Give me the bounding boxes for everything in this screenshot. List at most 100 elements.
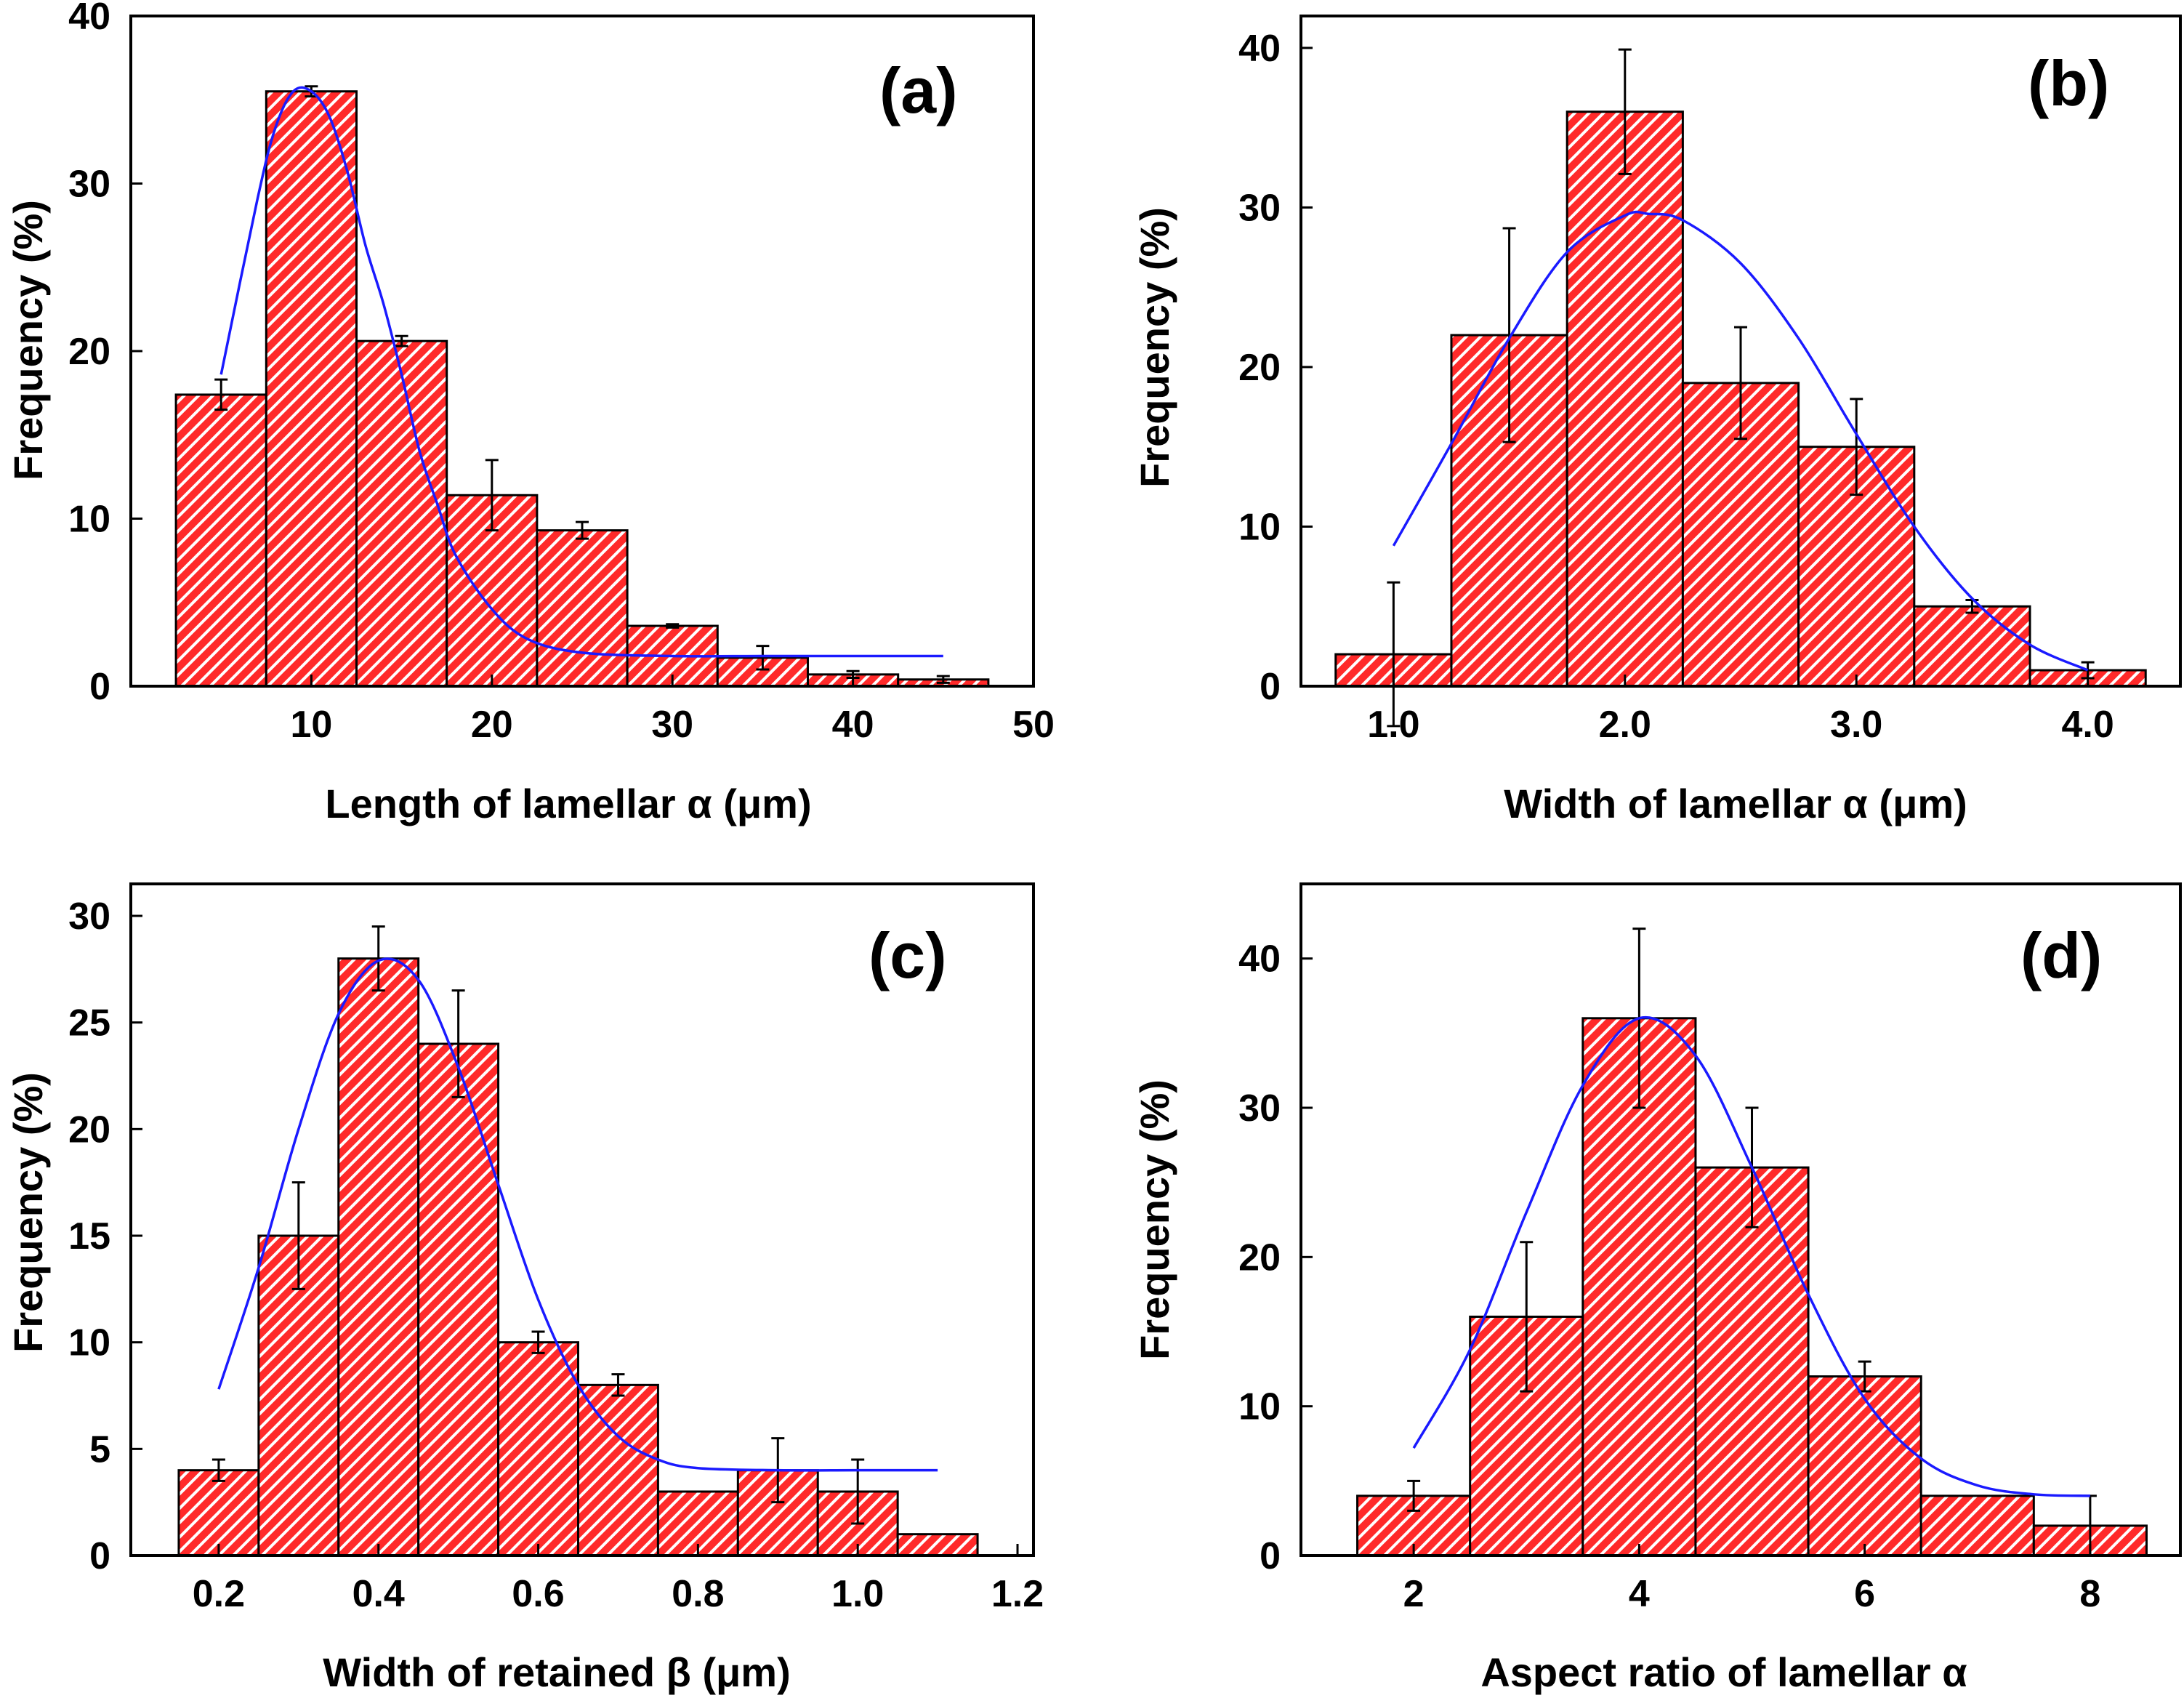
panel-d-xtick-label: 4	[1629, 1573, 1650, 1615]
panel-d-ytick-label: 20	[1238, 1236, 1281, 1279]
panel-b-bar	[1566, 110, 1684, 688]
panel-d-label: (d)	[2020, 920, 2102, 991]
panel-a-error-bar	[756, 645, 770, 671]
panel-d-bar	[1919, 1494, 2035, 1557]
panel-d-ylabel: Frequency (%)	[1132, 1079, 1177, 1360]
panel-c-error-bar	[611, 1373, 625, 1397]
panel-a-xtick-label: 50	[1012, 704, 1055, 746]
panel-b-error-bar	[1502, 227, 1516, 443]
panel-d-xtick-label: 6	[1854, 1573, 1875, 1615]
panel-c-error-bar	[451, 989, 465, 1098]
panel-a-xtick-label: 10	[290, 704, 332, 746]
panel-a-error-bar	[936, 675, 950, 684]
panel-a-xtick-label: 20	[471, 704, 513, 746]
panel-b-xtick-label: 3.0	[1830, 704, 1882, 746]
panel-a: 10 20 30 40 50 0 10 20 30 40 (a) Length of lamell…	[5, 0, 1055, 826]
panel-a-xtick-label: 30	[651, 704, 693, 746]
panel-a-ytick-label: 40	[68, 0, 110, 38]
panel-b-ytick-label: 0	[1260, 666, 1281, 708]
panel-d-ytick-label: 40	[1238, 938, 1281, 981]
panel-c-error-bar	[211, 1458, 225, 1482]
panel-b-error-bar	[1618, 48, 1632, 175]
panel-b-ytick-label: 20	[1238, 347, 1281, 389]
panel-a-label: (a)	[879, 55, 958, 126]
panel-b-ytick-label: 10	[1238, 506, 1281, 548]
panel-d-ytick-label: 10	[1238, 1386, 1281, 1428]
panel-c-frame	[129, 882, 1035, 1557]
panel-c-bar	[896, 1533, 979, 1557]
panel-d-bar	[1694, 1166, 1810, 1557]
panel-b-error-bar	[1734, 326, 1747, 440]
panel-d-frame	[1299, 882, 2182, 1557]
panel-c-plot: 0.2 0.4 0.6 0.8 1.0 1.2 0 5 10 15 20 25 30	[68, 882, 1044, 1615]
panel-c-fit-curve	[217, 957, 938, 1472]
panel-b-error-bar	[1387, 581, 1401, 728]
panel-b-frame	[1299, 15, 2182, 688]
panel-c-ytick-label: 10	[68, 1322, 110, 1364]
panel-c-ytick-label: 0	[89, 1535, 110, 1577]
panel-d-xtick-label: 8	[2079, 1573, 2100, 1615]
panel-d-xtick-label: 2	[1403, 1573, 1425, 1615]
panel-c-ylabel: Frequency (%)	[5, 1072, 51, 1353]
panel-a-bar	[174, 393, 267, 688]
panel-c-error-bar	[531, 1330, 545, 1354]
panel-a-ytick-label: 10	[68, 499, 110, 541]
panel-b: 1.0 2.0 3.0 4.0 0 10 20 30 40 (b) Width of lamel…	[1132, 15, 2182, 826]
panel-c-xtick-label: 0.6	[512, 1573, 564, 1615]
panel-b-xtick-label: 1.0	[1367, 704, 1419, 746]
panel-b-xtick-label: 4.0	[2061, 704, 2114, 746]
panel-c-bar	[177, 1469, 260, 1557]
panel-d-fit-curve	[1412, 1015, 2090, 1497]
panel-c-xtick-label: 1.2	[991, 1573, 1044, 1615]
panel-c-bar	[577, 1383, 659, 1557]
panel-a-ytick-label: 0	[89, 666, 110, 708]
panel-d-ytick-label: 0	[1260, 1535, 1281, 1577]
panel-c-xtick-label: 0.4	[352, 1573, 405, 1615]
panel-b-ylabel: Frequency (%)	[1132, 207, 1177, 488]
panel-d-xlabel: Aspect ratio of lamellar α	[1480, 1649, 1967, 1695]
panel-c-bar	[417, 1042, 500, 1557]
panel-d-plot: 2 4 6 8 0 10 20 30 40	[1238, 882, 2182, 1615]
panel-c-xtick-label: 0.8	[672, 1573, 724, 1615]
panel-c-ytick-label: 25	[68, 1002, 110, 1045]
panel-b-xtick-label: 2.0	[1599, 704, 1651, 746]
panel-a-bar	[536, 529, 629, 688]
panel-c: 0.2 0.4 0.6 0.8 1.0 1.2 0 5 10 15 20 25 30 (c) Width…	[5, 882, 1044, 1695]
panel-a-error-bar	[395, 334, 408, 347]
panel-a-xtick-label: 40	[832, 704, 874, 746]
panel-c-bar	[497, 1341, 580, 1557]
panel-b-label: (b)	[2028, 47, 2109, 119]
panel-d-error-bar	[1407, 1479, 1421, 1512]
panel-d: 2 4 6 8 0 10 20 30 40 (d) Aspect ratio of lamell…	[1132, 882, 2182, 1695]
panel-d-ytick-label: 30	[1238, 1087, 1281, 1130]
panel-a-error-bar	[214, 378, 228, 411]
panel-c-xtick-label: 1.0	[831, 1573, 884, 1615]
panel-a-xlabel: Length of lamellar α (μm)	[325, 781, 811, 826]
panel-a-error-bar	[666, 623, 680, 629]
panel-a-fit-curve	[219, 86, 943, 658]
panel-c-ytick-label: 15	[68, 1215, 110, 1258]
panel-c-ytick-label: 30	[68, 896, 110, 938]
panel-a-error-bar	[485, 459, 499, 532]
panel-b-plot: 1.0 2.0 3.0 4.0 0 10 20 30 40	[1238, 15, 2182, 746]
panel-c-bar	[337, 957, 420, 1557]
panel-c-label: (c)	[869, 920, 947, 991]
panel-a-bar	[355, 339, 448, 688]
panel-c-xlabel: Width of retained β (μm)	[323, 1649, 790, 1695]
panel-a-plot: 10 20 30 40 50 0 10 20 30 40	[68, 0, 1055, 746]
panel-c-error-bar	[291, 1181, 305, 1290]
panel-c-error-bar	[371, 925, 385, 992]
panel-a-ytick-label: 20	[68, 331, 110, 373]
panel-b-bar	[1913, 605, 2031, 688]
panel-a-error-bar	[576, 520, 589, 540]
panel-b-fit-curve	[1392, 210, 2089, 672]
panel-c-ytick-label: 5	[89, 1428, 110, 1470]
panel-b-ytick-label: 30	[1238, 187, 1281, 229]
panel-c-ytick-label: 20	[68, 1109, 110, 1151]
panel-d-bar	[1807, 1375, 1922, 1557]
panel-a-ylabel: Frequency (%)	[5, 200, 51, 480]
panel-a-bar	[265, 90, 358, 688]
panel-b-ytick-label: 40	[1238, 28, 1281, 70]
panel-d-error-bar	[1520, 1241, 1534, 1393]
